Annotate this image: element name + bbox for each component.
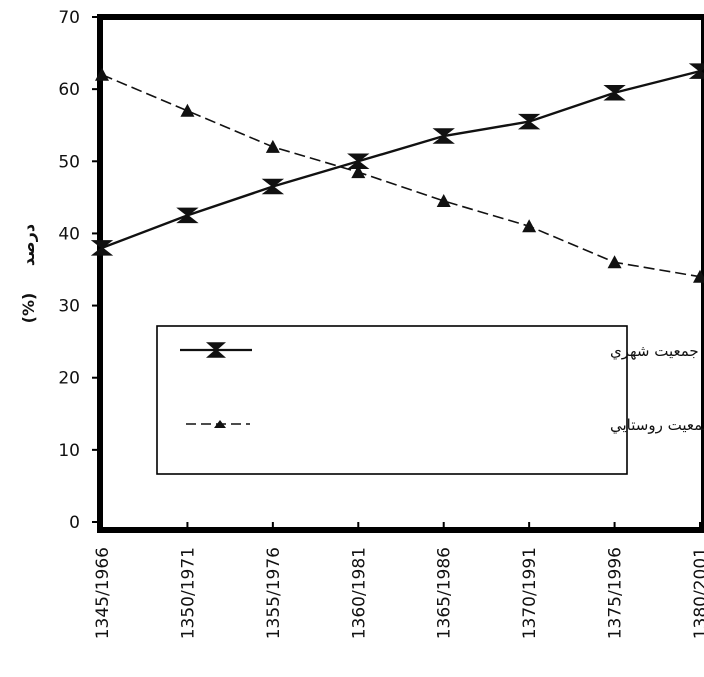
rural-data-point bbox=[351, 165, 366, 179]
plot-frame bbox=[97, 14, 704, 533]
urban-data-point bbox=[688, 63, 704, 79]
rural-data-point bbox=[95, 67, 109, 81]
legend-box bbox=[156, 325, 628, 475]
x-tick-label: 1365/1986 bbox=[435, 547, 455, 639]
urban-data-point bbox=[347, 153, 370, 170]
rural-data-point bbox=[265, 139, 280, 153]
urban-data-point bbox=[517, 113, 541, 130]
rural-data-point bbox=[522, 219, 537, 233]
x-tick-label: 1360/1981 bbox=[349, 547, 369, 639]
y-tick-label: 50 bbox=[58, 152, 80, 172]
urban-data-point bbox=[603, 85, 626, 101]
legend-label-rural: سهم جمعیت روستايي bbox=[610, 416, 704, 435]
y-tick-label: 70 bbox=[58, 8, 80, 28]
urban-data-point bbox=[90, 240, 114, 256]
y-tick-label: 20 bbox=[58, 369, 80, 389]
rural-data-point bbox=[436, 193, 451, 207]
x-tick-label: 1355/1976 bbox=[264, 547, 284, 639]
series-line-urban bbox=[101, 69, 701, 249]
urban-data-point bbox=[432, 128, 455, 144]
y-axis-label: (%) bbox=[19, 293, 38, 324]
x-tick-label: 1350/1971 bbox=[178, 547, 198, 639]
x-tick-label: 1370/1991 bbox=[520, 547, 540, 639]
x-tick-label: 1380/2001 bbox=[691, 547, 704, 639]
legend: سهم جمعیت شهري سهم جمعیت روستايي bbox=[156, 325, 704, 475]
rural-data-point bbox=[607, 255, 622, 269]
x-tick-label: 1345/1966 bbox=[93, 547, 113, 639]
y-axis-label-fa: درصد bbox=[19, 224, 38, 266]
urban-data-point bbox=[176, 207, 199, 224]
series-line-rural bbox=[101, 73, 701, 278]
y-tick-label: 30 bbox=[58, 297, 80, 317]
y-tick-label: 40 bbox=[58, 224, 80, 244]
legend-marker-rural bbox=[214, 420, 226, 428]
rural-data-point bbox=[180, 103, 195, 117]
legend-label-urban: سهم جمعیت شهري bbox=[610, 342, 704, 361]
y-tick-label: 10 bbox=[58, 441, 80, 461]
y-tick-label: 0 bbox=[69, 513, 80, 533]
x-tick-label: 1375/1996 bbox=[606, 547, 626, 639]
y-tick-label: 60 bbox=[58, 80, 80, 100]
legend-marker-urban bbox=[206, 342, 226, 358]
urban-data-point bbox=[261, 178, 285, 195]
rural-data-point bbox=[693, 269, 704, 283]
